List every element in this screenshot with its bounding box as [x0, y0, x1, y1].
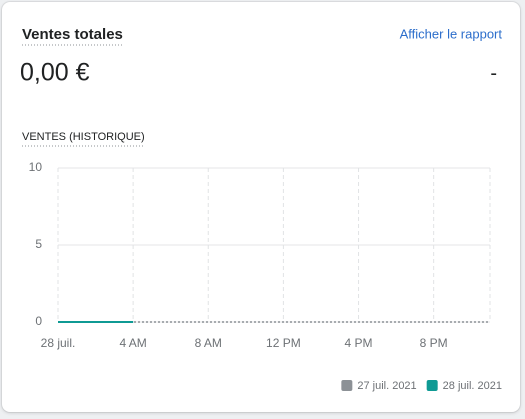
x-tick-label: 8 PM — [420, 336, 448, 350]
legend-swatch — [426, 380, 438, 391]
report-link[interactable]: Afficher le rapport — [400, 26, 503, 41]
card-title: Ventes totales — [22, 26, 123, 43]
legend-label: 28 juil. 2021 — [443, 380, 502, 392]
x-tick-label: 4 AM — [119, 336, 146, 350]
legend-swatch — [341, 380, 353, 391]
total-value: 0,00 € — [20, 59, 90, 87]
chart-title: VENTES (HISTORIQUE) — [22, 131, 145, 143]
y-tick-label: 5 — [35, 237, 42, 251]
legend-label: 27 juil. 2021 — [357, 380, 416, 392]
x-tick-label: 4 PM — [345, 336, 373, 350]
x-tick-label: 12 PM — [266, 336, 301, 350]
change: - — [490, 62, 497, 84]
y-tick-label: 10 — [29, 160, 43, 174]
x-tick-label: 8 AM — [195, 336, 222, 350]
x-tick-label: 28 juil. — [41, 336, 76, 350]
y-tick-label: 0 — [35, 314, 42, 328]
